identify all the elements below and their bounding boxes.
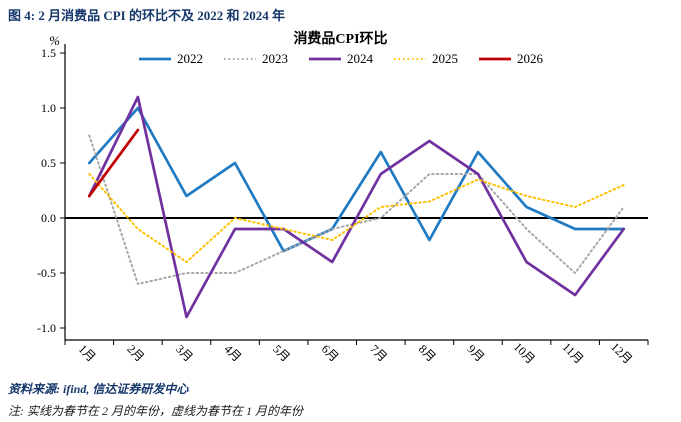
series-line-2024 [87,95,626,319]
y-tick-label: 0.0 [41,211,56,225]
x-tick-label: 5月 [270,342,293,365]
legend-item-2025: 2025 [393,51,458,67]
series-line-2025 [88,173,625,263]
legend-label-2026: 2026 [517,51,543,66]
y-tick-label: -1.0 [37,321,56,335]
x-tick-label: 7月 [367,342,390,365]
legend-line-sample-2025 [394,58,426,60]
chart-legend: 2022 2023 2024 2025 2026 [0,51,681,67]
figure-title: 图 4: 2 月消费品 CPI 的环比不及 2022 和 2024 年 [8,8,285,23]
legend-line-sample-2026 [479,57,511,61]
legend-line-sample-2022 [139,57,171,61]
y-tick-label: 1.5 [41,46,56,60]
legend-label-2024: 2024 [347,51,373,66]
legend-label-2022: 2022 [177,51,203,66]
y-axis-unit-label: % [49,33,60,48]
x-tick-label: 10月 [511,340,538,367]
x-tick-label: 6月 [319,342,342,365]
legend-line-sample-2023 [224,58,256,60]
legend-label-2025: 2025 [432,51,458,66]
x-tick-label: 9月 [464,342,487,365]
y-tick-label: 1.0 [41,101,56,115]
x-tick-label: 4月 [222,342,245,365]
x-tick-label: 12月 [608,340,635,367]
x-tick-label: 1月 [76,342,99,365]
x-tick-label: 2月 [124,342,147,365]
footnote: 注: 实线为春节在 2 月的年份，虚线为春节在 1 月的年份 [8,404,303,418]
legend-item-2023: 2023 [223,51,288,67]
legend-item-2026: 2026 [478,51,543,67]
x-tick-label: 8月 [416,342,439,365]
series-line-2022 [87,106,626,253]
chart-title: 消费品CPI环比 [293,32,388,47]
y-tick-label: -0.5 [37,266,56,280]
legend-item-2022: 2022 [138,51,203,67]
legend-item-2024: 2024 [308,51,373,67]
source-note: 资料来源: ifind, 信达证券研发中心 [8,382,189,396]
y-tick-label: 0.5 [41,156,56,170]
legend-line-sample-2024 [309,57,341,61]
legend-label-2023: 2023 [262,51,288,66]
x-tick-label: 3月 [173,342,196,365]
series-line-2026 [87,128,140,198]
x-tick-label: 11月 [560,340,587,367]
series-line-2023 [88,134,625,285]
